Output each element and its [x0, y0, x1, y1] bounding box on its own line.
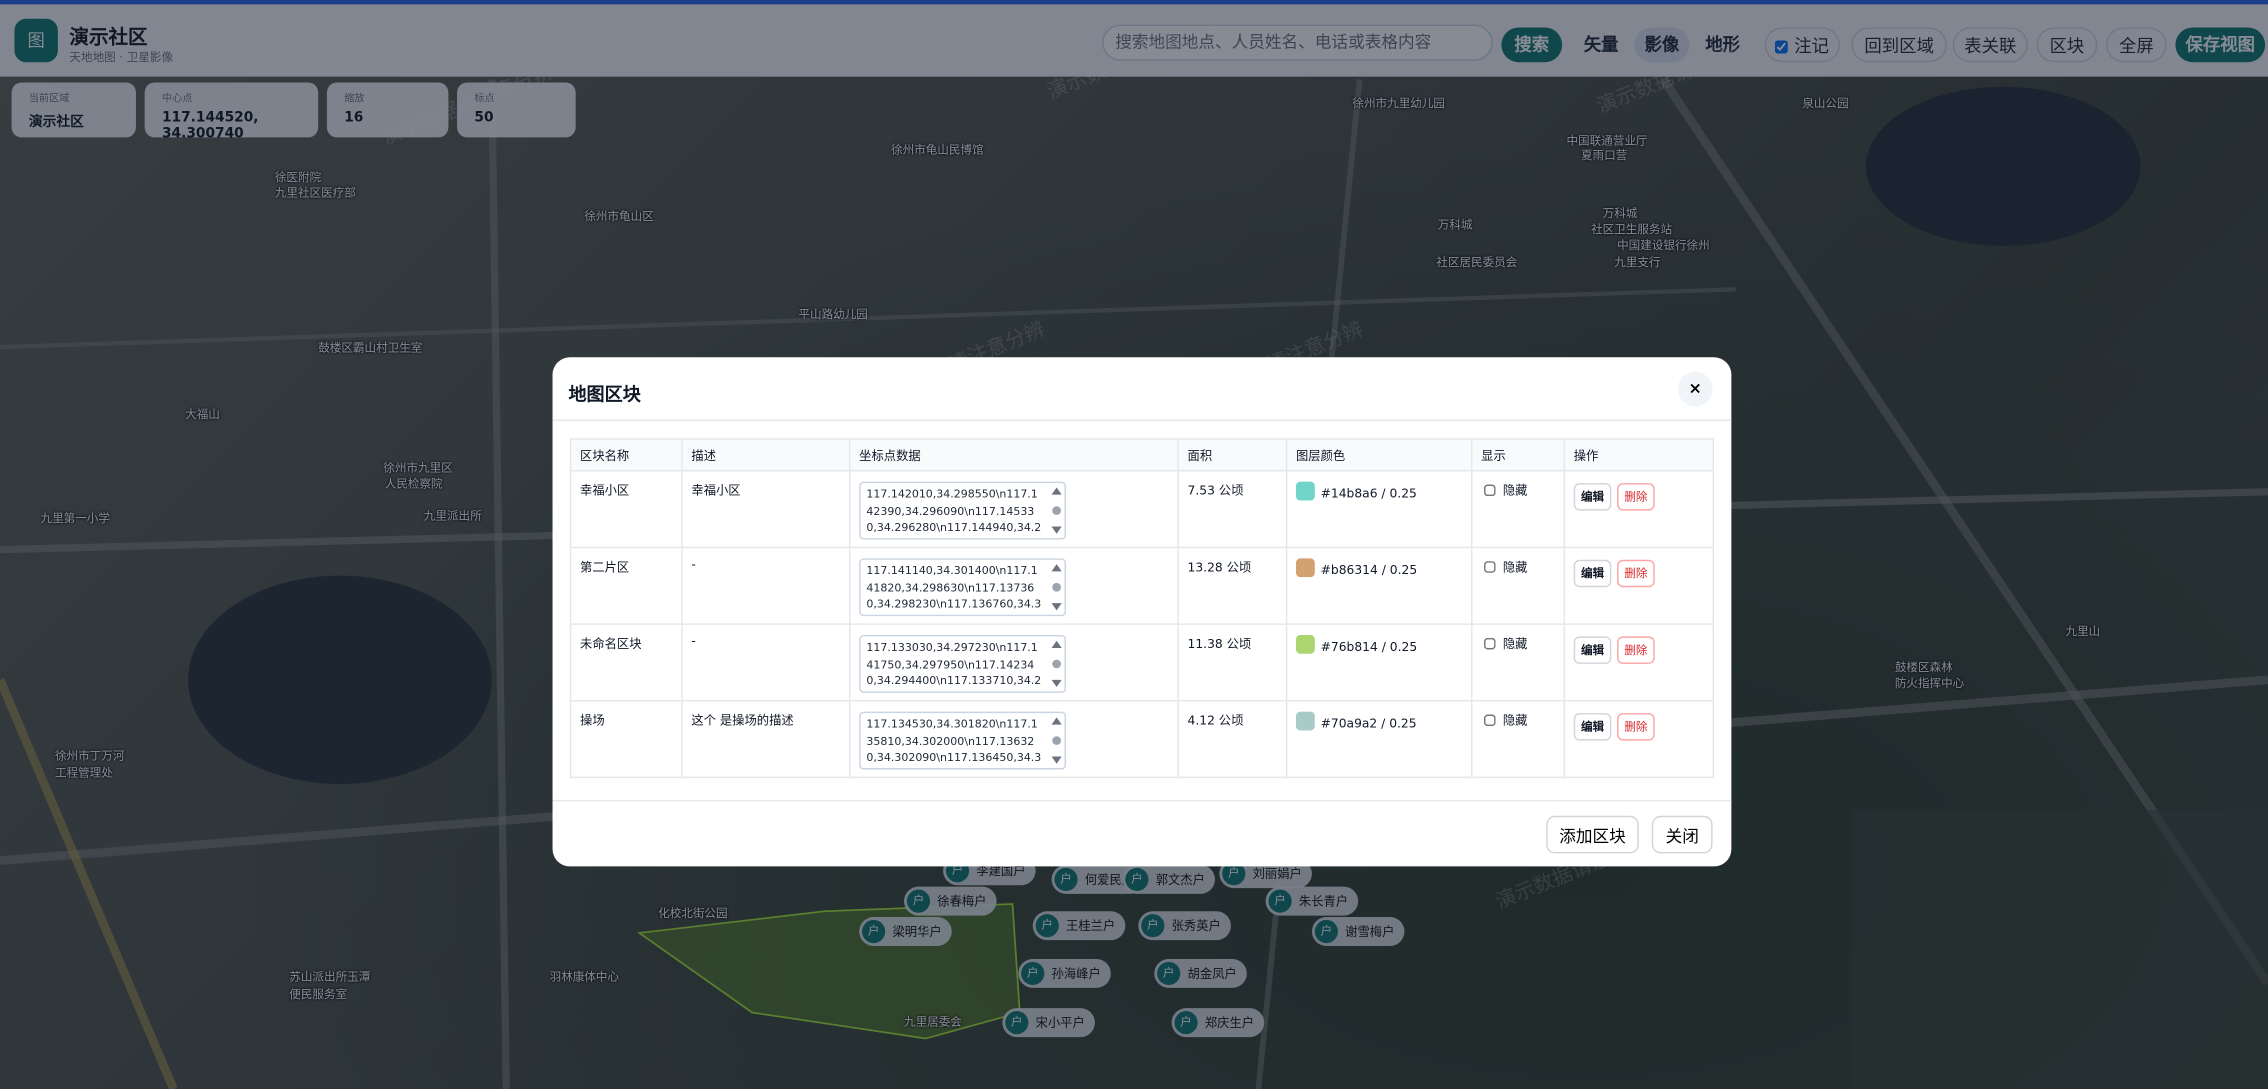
delete-button[interactable]: 删除	[1617, 713, 1655, 741]
hide-checkbox[interactable]	[1484, 637, 1496, 650]
table-header: 区块名称 描述 坐标点数据 面积 图层颜色 显示 操作	[569, 438, 1715, 472]
blocks-table: 区块名称 描述 坐标点数据 面积 图层颜色 显示 操作 幸福小区 幸福小区 117.142010,…	[569, 438, 1715, 779]
scrollbar[interactable]	[1050, 485, 1063, 537]
column-header: 显示	[1471, 438, 1566, 472]
block-description: 这个 是操场的描述	[681, 700, 851, 779]
actions-cell: 编辑 删除	[1563, 470, 1715, 549]
scrollbar[interactable]	[1050, 638, 1063, 690]
color-swatch	[1296, 634, 1315, 654]
block-description: -	[681, 623, 851, 702]
modal: 地图区块 × 区块名称 描述 坐标点数据 面积 图层颜色 显示 操作 幸福小区 幸福小区 117.…	[552, 357, 1732, 867]
block-description: -	[681, 546, 851, 625]
modal-title: 地图区块	[568, 383, 641, 406]
coordinates-cell: 117.142010,34.298550\n117.142390,34.2960…	[849, 470, 1179, 549]
color-swatch	[1296, 481, 1315, 501]
table-body: 幸福小区 幸福小区 117.142010,34.298550\n117.142390…	[569, 470, 1715, 779]
coordinates-text: 117.133030,34.297230\n117.141750,34.2979…	[866, 640, 1042, 692]
delete-button[interactable]: 删除	[1617, 559, 1655, 588]
add-block-button[interactable]: 添加区块	[1546, 815, 1639, 854]
coordinates-cell: 117.141140,34.301400\n117.141820,34.2986…	[849, 546, 1179, 625]
column-header: 图层颜色	[1285, 438, 1473, 472]
block-name: 第二片区	[569, 546, 683, 625]
coordinates-text: 117.142010,34.298550\n117.142390,34.2960…	[866, 487, 1042, 538]
coordinates-textarea[interactable]: 117.141140,34.301400\n117.141820,34.2986…	[859, 558, 1067, 617]
block-name: 操场	[569, 700, 683, 779]
column-header: 操作	[1563, 438, 1715, 472]
layer-color-text: #14b8a6 / 0.25	[1320, 487, 1417, 502]
hide-checkbox[interactable]	[1484, 484, 1496, 497]
coordinates-text: 117.141140,34.301400\n117.141820,34.2986…	[866, 564, 1042, 615]
close-modal-button[interactable]: 关闭	[1651, 815, 1713, 854]
layer-color-cell: #b86314 / 0.25	[1285, 546, 1473, 625]
hide-label: 隐藏	[1502, 484, 1528, 500]
block-name: 幸福小区	[569, 470, 683, 549]
column-header: 面积	[1177, 438, 1288, 472]
coordinates-textarea[interactable]: 117.133030,34.297230\n117.141750,34.2979…	[859, 634, 1067, 693]
table-row: 第二片区 -117.141140,34.301400\n117.141820,34…	[569, 546, 1715, 625]
layer-color-cell: #70a9a2 / 0.25	[1285, 700, 1473, 779]
divider	[552, 799, 1732, 802]
hide-label: 隐藏	[1502, 561, 1528, 576]
coordinates-cell: 117.133030,34.297230\n117.141750,34.2979…	[849, 623, 1179, 702]
block-area: 7.53 公顷	[1177, 470, 1288, 549]
layer-color-cell: #14b8a6 / 0.25	[1285, 470, 1473, 549]
edit-button[interactable]: 编辑	[1573, 483, 1612, 511]
visibility-cell: 隐藏	[1471, 700, 1566, 779]
coordinates-textarea[interactable]: 117.142010,34.298550\n117.142390,34.2960…	[859, 481, 1067, 540]
layer-color-text: #70a9a2 / 0.25	[1320, 717, 1417, 732]
delete-button[interactable]: 删除	[1617, 636, 1655, 664]
edit-button[interactable]: 编辑	[1573, 636, 1612, 664]
block-area: 13.28 公顷	[1177, 546, 1288, 625]
layer-color-text: #b86314 / 0.25	[1320, 564, 1418, 579]
edit-button[interactable]: 编辑	[1573, 559, 1612, 588]
table-row: 幸福小区 幸福小区 117.142010,34.298550\n117.142390…	[569, 470, 1715, 549]
hide-checkbox[interactable]	[1484, 714, 1496, 727]
hide-checkbox[interactable]	[1484, 561, 1496, 573]
hide-label: 隐藏	[1502, 637, 1528, 653]
coordinates-textarea[interactable]: 117.134530,34.301820\n117.135810,34.3020…	[859, 711, 1067, 770]
column-header: 坐标点数据	[849, 438, 1179, 472]
column-header: 区块名称	[569, 438, 683, 472]
table-row: 未命名区块 -117.133030,34.297230\n117.141750,3…	[569, 623, 1715, 702]
actions-cell: 编辑 删除	[1563, 546, 1715, 625]
color-swatch	[1296, 711, 1315, 731]
layer-color-cell: #76b814 / 0.25	[1285, 623, 1473, 702]
coordinates-text: 117.134530,34.301820\n117.135810,34.3020…	[866, 717, 1042, 768]
visibility-cell: 隐藏	[1471, 546, 1566, 625]
column-header: 描述	[681, 438, 851, 472]
scrollbar[interactable]	[1050, 561, 1063, 613]
layer-color-text: #76b814 / 0.25	[1320, 640, 1418, 656]
block-description: 幸福小区	[681, 470, 851, 549]
color-swatch	[1296, 558, 1315, 578]
block-area: 4.12 公顷	[1177, 700, 1288, 779]
delete-button[interactable]: 删除	[1617, 483, 1655, 511]
block-area: 11.38 公顷	[1177, 623, 1288, 702]
table-row: 操场 这个 是操场的描述 117.134530,34.301820\n117.135…	[569, 700, 1715, 779]
coordinates-cell: 117.134530,34.301820\n117.135810,34.3020…	[849, 700, 1179, 779]
hide-label: 隐藏	[1502, 714, 1528, 730]
close-button[interactable]: ×	[1677, 371, 1713, 407]
block-name: 未命名区块	[569, 623, 683, 702]
edit-button[interactable]: 编辑	[1573, 713, 1612, 741]
visibility-cell: 隐藏	[1471, 470, 1566, 549]
actions-cell: 编辑 删除	[1563, 623, 1715, 702]
visibility-cell: 隐藏	[1471, 623, 1566, 702]
actions-cell: 编辑 删除	[1563, 700, 1715, 779]
divider	[552, 419, 1732, 421]
scrollbar[interactable]	[1050, 715, 1063, 767]
